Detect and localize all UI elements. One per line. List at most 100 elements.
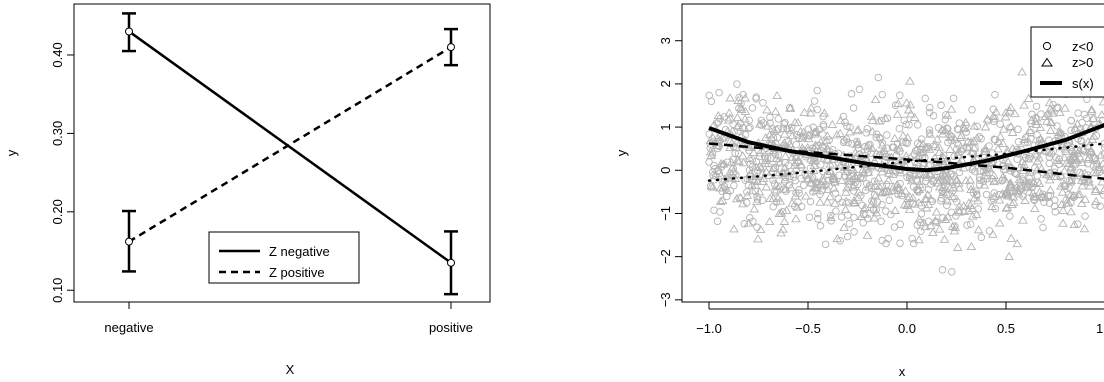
point-triangle bbox=[914, 235, 924, 244]
point-triangle bbox=[1057, 187, 1068, 196]
point-triangle bbox=[902, 133, 913, 142]
point-circle bbox=[844, 211, 852, 219]
point-triangle bbox=[959, 123, 970, 133]
point-circle bbox=[1086, 150, 1095, 159]
point-circle bbox=[866, 140, 874, 149]
point-triangle bbox=[822, 197, 833, 206]
point-circle bbox=[925, 129, 934, 137]
point-triangle bbox=[859, 204, 869, 213]
point-circle bbox=[720, 182, 728, 191]
point-triangle bbox=[772, 90, 782, 100]
point-circle bbox=[1031, 164, 1039, 172]
point-circle bbox=[941, 115, 950, 124]
point-triangle bbox=[1006, 121, 1016, 130]
point-triangle bbox=[1024, 187, 1034, 196]
point-circle bbox=[849, 104, 858, 112]
point-triangle bbox=[806, 178, 816, 187]
point-circle bbox=[733, 80, 741, 88]
point-circle bbox=[1081, 212, 1089, 220]
point-circle bbox=[735, 194, 743, 202]
curve-solid-thick bbox=[708, 123, 1104, 173]
point-triangle bbox=[839, 222, 849, 231]
point-circle bbox=[891, 101, 900, 110]
point-circle bbox=[990, 135, 999, 144]
point-circle bbox=[1084, 171, 1092, 179]
point-circle bbox=[914, 188, 923, 196]
point-circle bbox=[878, 139, 887, 147]
point-circle bbox=[723, 192, 731, 201]
point-circle bbox=[1045, 159, 1054, 168]
point-triangle bbox=[909, 112, 920, 121]
point-circle bbox=[968, 165, 976, 174]
point-triangle bbox=[724, 108, 735, 117]
point-triangle bbox=[942, 196, 953, 205]
point-circle bbox=[770, 180, 779, 188]
point-triangle bbox=[732, 112, 743, 122]
curve-dotted bbox=[707, 142, 1104, 182]
point-triangle bbox=[805, 108, 816, 117]
point-triangle bbox=[959, 206, 969, 215]
point-triangle bbox=[751, 197, 762, 206]
point-triangle bbox=[726, 157, 737, 166]
point-triangle bbox=[743, 218, 754, 227]
point-circle bbox=[963, 221, 971, 229]
left-series-layer bbox=[122, 12, 458, 296]
point-circle bbox=[805, 132, 814, 140]
point-circle bbox=[917, 209, 926, 218]
point-circle bbox=[1001, 165, 1009, 174]
point-triangle bbox=[913, 170, 923, 179]
point-triangle bbox=[771, 185, 782, 194]
point-circle bbox=[844, 138, 852, 147]
point-triangle bbox=[722, 185, 732, 194]
point-triangle bbox=[995, 132, 1006, 141]
point-triangle bbox=[826, 212, 836, 222]
point-triangle bbox=[773, 193, 783, 202]
point-triangle bbox=[825, 159, 835, 168]
point-triangle bbox=[780, 175, 790, 184]
point-triangle bbox=[740, 106, 751, 115]
point-triangle bbox=[787, 198, 797, 207]
point-circle bbox=[779, 124, 788, 133]
point-triangle bbox=[1043, 108, 1053, 117]
point-circle bbox=[896, 220, 905, 229]
data-point bbox=[447, 43, 455, 52]
point-triangle bbox=[934, 142, 944, 151]
point-circle bbox=[819, 120, 828, 129]
point-triangle bbox=[732, 155, 743, 164]
point-triangle bbox=[914, 198, 924, 207]
y-tick-label: −2 bbox=[658, 249, 673, 264]
point-triangle bbox=[738, 199, 748, 208]
point-triangle bbox=[1055, 127, 1066, 136]
point-circle bbox=[927, 180, 935, 188]
point-triangle bbox=[780, 163, 790, 172]
point-triangle bbox=[715, 196, 726, 206]
point-triangle bbox=[1086, 106, 1097, 115]
point-triangle bbox=[1096, 150, 1104, 159]
point-triangle bbox=[729, 224, 739, 233]
point-triangle bbox=[873, 173, 884, 182]
point-triangle bbox=[925, 221, 936, 230]
point-circle bbox=[925, 108, 934, 117]
point-triangle bbox=[830, 198, 840, 207]
point-triangle bbox=[1024, 167, 1035, 176]
point-circle bbox=[843, 122, 851, 130]
point-triangle bbox=[764, 170, 774, 179]
point-circle bbox=[742, 198, 751, 207]
point-circle bbox=[882, 180, 891, 189]
point-circle bbox=[977, 233, 986, 242]
point-circle bbox=[850, 213, 858, 222]
point-triangle bbox=[823, 145, 833, 154]
point-circle bbox=[937, 197, 945, 205]
point-circle bbox=[946, 170, 955, 178]
x-tick-label: 1.0 bbox=[1096, 321, 1104, 336]
point-circle bbox=[975, 173, 984, 182]
point-circle bbox=[1047, 149, 1056, 158]
point-circle bbox=[1069, 193, 1078, 202]
point-triangle bbox=[810, 129, 820, 138]
right-y-axis-label: y bbox=[614, 149, 629, 156]
point-circle bbox=[1067, 146, 1075, 154]
point-circle bbox=[917, 227, 925, 235]
point-circle bbox=[827, 217, 835, 225]
point-circle bbox=[785, 181, 794, 189]
point-circle bbox=[1006, 212, 1014, 220]
